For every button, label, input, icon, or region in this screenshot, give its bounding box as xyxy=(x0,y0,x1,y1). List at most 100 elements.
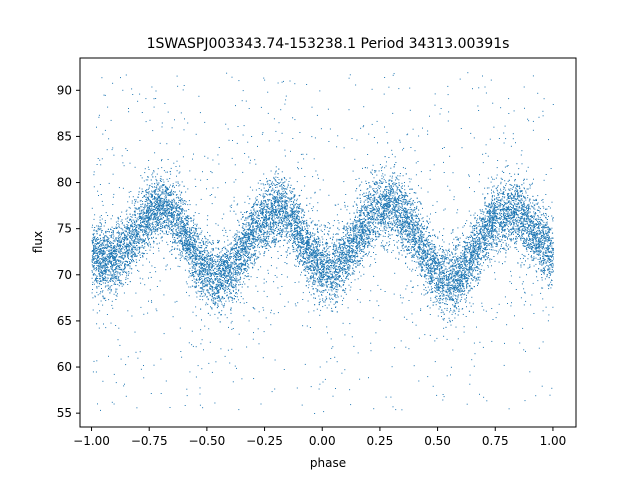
data-point xyxy=(431,260,433,262)
data-point xyxy=(134,210,136,212)
data-point xyxy=(275,184,276,186)
data-point xyxy=(471,278,473,280)
data-point xyxy=(372,173,373,175)
data-point xyxy=(524,226,526,228)
data-point xyxy=(307,243,309,245)
data-point xyxy=(336,240,338,242)
data-point xyxy=(441,295,443,297)
data-point xyxy=(405,218,407,219)
data-point xyxy=(499,239,501,241)
data-point xyxy=(314,260,316,262)
data-point xyxy=(353,249,355,251)
data-point xyxy=(452,304,454,306)
data-point xyxy=(175,234,177,236)
data-point xyxy=(346,229,348,231)
data-point xyxy=(303,221,304,223)
data-point xyxy=(550,265,552,267)
data-point xyxy=(432,259,434,261)
data-point xyxy=(93,273,95,275)
data-point xyxy=(317,238,319,240)
data-point xyxy=(299,238,301,240)
data-point xyxy=(157,209,159,211)
data-point xyxy=(174,223,176,224)
data-point xyxy=(330,301,332,303)
data-point xyxy=(217,264,219,266)
data-point xyxy=(391,181,393,182)
data-point xyxy=(326,276,328,278)
data-point xyxy=(393,195,395,197)
data-point xyxy=(352,231,354,233)
data-point xyxy=(368,223,370,225)
data-point xyxy=(509,195,511,197)
data-point xyxy=(297,219,299,221)
data-point xyxy=(100,253,102,255)
data-point xyxy=(361,210,363,211)
data-point xyxy=(142,212,144,214)
data-point xyxy=(430,235,432,237)
data-point xyxy=(393,210,395,212)
data-point xyxy=(248,242,250,244)
data-point xyxy=(237,247,239,249)
data-point xyxy=(228,279,230,280)
data-point xyxy=(541,279,543,281)
data-point xyxy=(155,204,157,205)
data-point xyxy=(211,286,213,287)
data-point xyxy=(411,270,413,272)
data-point xyxy=(319,262,321,264)
data-point xyxy=(373,208,374,210)
data-point xyxy=(232,256,234,258)
data-point xyxy=(118,245,120,247)
data-point xyxy=(99,267,101,269)
data-point xyxy=(211,295,213,297)
data-point xyxy=(547,228,549,230)
data-point xyxy=(201,257,202,258)
data-point xyxy=(238,249,240,251)
data-point xyxy=(253,237,255,239)
data-point xyxy=(412,226,414,227)
data-point xyxy=(184,240,185,242)
data-point xyxy=(326,261,328,263)
data-point xyxy=(263,184,265,186)
data-point xyxy=(411,210,413,212)
data-point xyxy=(326,257,328,259)
data-point xyxy=(248,237,250,239)
data-point xyxy=(312,288,314,290)
data-point xyxy=(528,211,530,213)
data-point xyxy=(99,264,101,266)
data-point xyxy=(335,265,337,267)
data-point xyxy=(408,241,410,243)
data-point xyxy=(444,308,446,310)
data-point xyxy=(135,208,137,210)
data-point xyxy=(294,237,296,239)
data-point xyxy=(94,250,96,252)
data-point xyxy=(355,215,357,217)
data-point xyxy=(458,238,459,240)
data-point xyxy=(479,224,480,226)
data-point xyxy=(191,269,193,271)
data-point xyxy=(376,218,378,220)
data-point xyxy=(487,231,489,233)
data-point xyxy=(304,261,306,262)
data-point xyxy=(237,249,239,251)
data-point xyxy=(398,210,400,211)
data-point xyxy=(489,259,491,261)
data-point xyxy=(469,253,471,255)
data-point xyxy=(361,206,363,208)
data-point xyxy=(294,225,295,227)
data-point xyxy=(291,211,293,213)
data-point xyxy=(142,197,144,198)
data-point xyxy=(503,217,505,219)
data-point xyxy=(530,256,532,258)
data-point xyxy=(358,238,360,240)
data-point xyxy=(265,211,266,213)
data-point xyxy=(246,211,247,213)
data-point xyxy=(267,212,269,214)
data-point xyxy=(114,241,116,243)
data-point xyxy=(528,203,530,205)
data-point xyxy=(330,278,332,280)
data-point xyxy=(393,229,395,231)
data-point xyxy=(317,267,319,269)
data-point xyxy=(297,217,299,219)
data-point xyxy=(100,243,102,245)
data-point xyxy=(100,266,102,268)
